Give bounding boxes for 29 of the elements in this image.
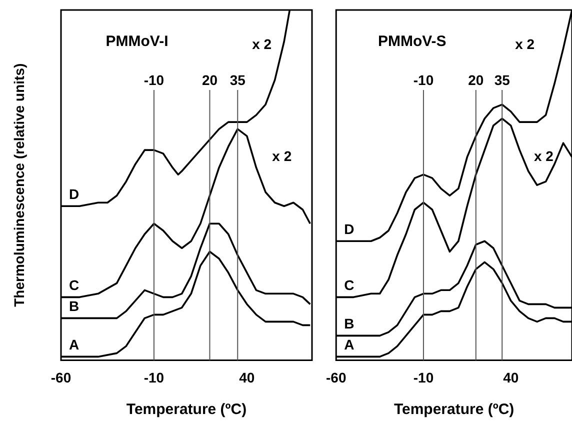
series-label: D bbox=[69, 186, 80, 202]
ref-line-label: 35 bbox=[494, 72, 510, 88]
annotation: x 2 bbox=[272, 148, 292, 164]
x-tick-label: -60 bbox=[326, 369, 346, 386]
series-label: A bbox=[344, 336, 354, 353]
x-tick-label: -10 bbox=[413, 369, 434, 386]
series-label: A bbox=[69, 336, 80, 353]
y-axis-title: Thermoluminescence (relative units) bbox=[10, 63, 27, 307]
series-label: B bbox=[69, 298, 80, 314]
ref-line-label: -10 bbox=[413, 72, 434, 88]
ref-line-label: 35 bbox=[230, 72, 246, 88]
ref-line-label: 20 bbox=[468, 72, 484, 88]
series-label: D bbox=[344, 220, 354, 237]
series-label: B bbox=[344, 316, 354, 332]
x-tick-label: -60 bbox=[50, 369, 72, 386]
x-axis-title: Temperature (ºC) bbox=[394, 401, 514, 418]
x-axis-title: Temperature (ºC) bbox=[126, 401, 247, 418]
text: PMMoV-S bbox=[378, 33, 446, 50]
annotation: x 2 bbox=[515, 36, 535, 52]
series-label: C bbox=[344, 277, 354, 294]
x-tick-label: 40 bbox=[239, 369, 255, 386]
x-tick-label: 40 bbox=[503, 369, 519, 386]
ref-line-label: 20 bbox=[202, 72, 218, 88]
text: PMMoV-I bbox=[106, 33, 168, 50]
series-label: C bbox=[69, 277, 80, 294]
annotation: x 2 bbox=[534, 148, 554, 164]
ref-line-label: -10 bbox=[144, 72, 164, 88]
annotation: x 2 bbox=[252, 36, 272, 52]
x-tick-label: -10 bbox=[144, 369, 164, 386]
